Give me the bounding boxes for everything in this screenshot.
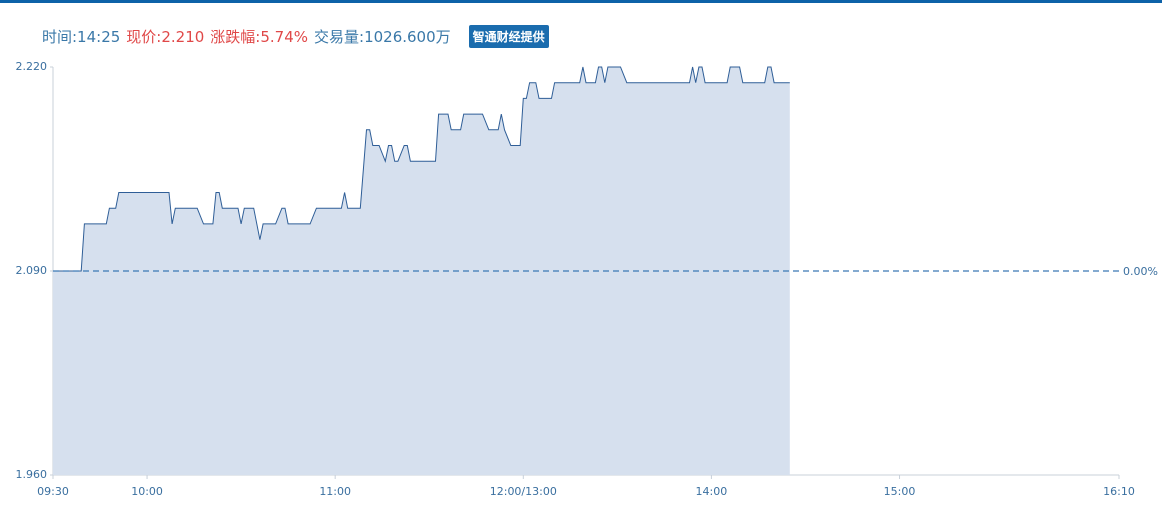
x-tick-label: 09:30 bbox=[37, 485, 69, 498]
x-tick-label: 10:00 bbox=[131, 485, 163, 498]
price-info: 现价:2.210 bbox=[126, 27, 205, 46]
top-bar bbox=[0, 0, 1162, 3]
time-info: 时间:14:25 bbox=[42, 27, 121, 46]
baseline-label: 0.00% bbox=[1123, 265, 1158, 278]
source-badge: 智通财经提供 bbox=[468, 24, 549, 48]
change-info: 涨跌幅:5.74% bbox=[210, 27, 309, 46]
x-tick-label: 12:00/13:00 bbox=[490, 485, 557, 498]
x-tick-label: 11:00 bbox=[319, 485, 351, 498]
y-tick-label: 2.090 bbox=[16, 264, 48, 277]
price-line bbox=[53, 66, 790, 272]
x-tick-label: 15:00 bbox=[884, 485, 916, 498]
volume-info: 交易量:1026.600万 bbox=[314, 27, 451, 46]
y-tick-label: 2.220 bbox=[16, 60, 48, 73]
header: 时间:14:25 现价:2.210 涨跌幅:5.74% 交易量:1026.600… bbox=[42, 24, 549, 48]
y-tick-label: 1.960 bbox=[16, 468, 48, 481]
x-tick-label: 16:10 bbox=[1103, 485, 1135, 498]
x-tick-label: 14:00 bbox=[696, 485, 728, 498]
price-area bbox=[53, 67, 790, 475]
